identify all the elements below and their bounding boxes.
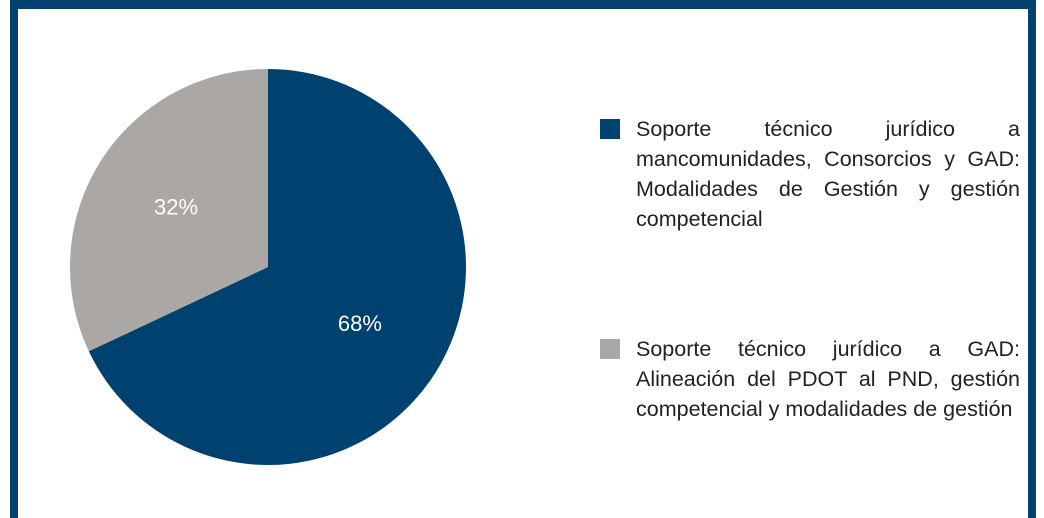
legend-label: Soporte técnico jurídico a mancomunidade… [636, 117, 1020, 231]
data-label: 32% [154, 194, 198, 219]
legend-swatch [600, 119, 620, 139]
legend-label: Soporte técnico jurídico a GAD: Alineaci… [636, 337, 1020, 421]
data-label: 68% [338, 311, 382, 336]
pie-slice [88, 69, 467, 465]
pie-slice [69, 69, 269, 352]
legend-swatch [600, 339, 620, 359]
frame [10, 0, 1036, 518]
